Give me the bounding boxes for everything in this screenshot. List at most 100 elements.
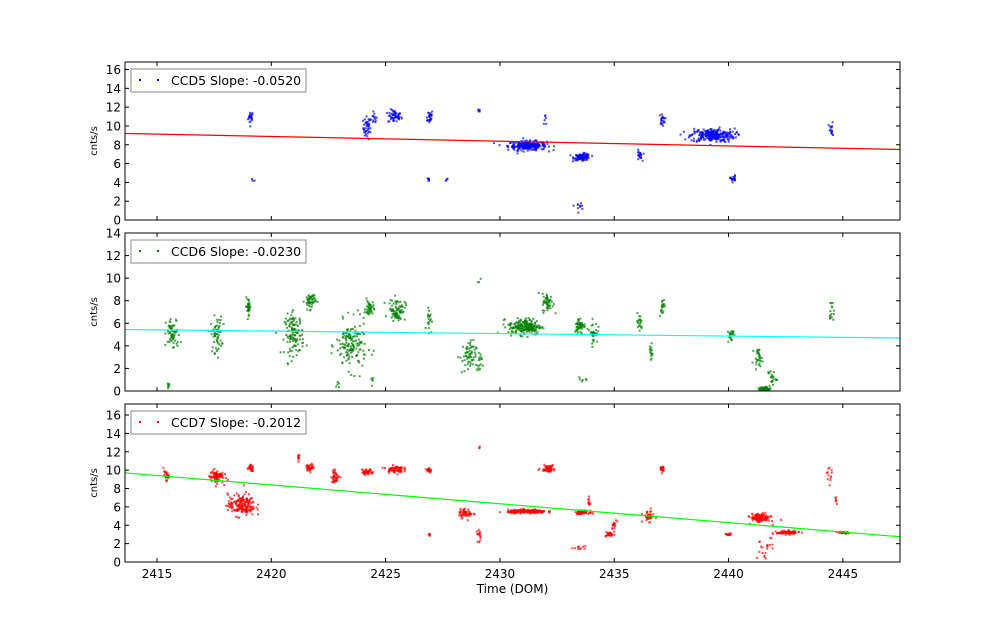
data-point bbox=[727, 140, 730, 143]
data-point bbox=[700, 133, 703, 136]
data-point bbox=[330, 344, 333, 347]
data-point bbox=[331, 476, 334, 479]
data-point bbox=[528, 322, 531, 325]
data-point bbox=[829, 476, 832, 479]
data-point bbox=[611, 526, 614, 529]
data-point bbox=[248, 466, 251, 469]
data-point bbox=[460, 371, 463, 374]
data-point bbox=[396, 307, 399, 310]
data-point bbox=[474, 353, 477, 356]
data-point bbox=[540, 511, 543, 514]
data-point bbox=[734, 136, 737, 139]
data-point bbox=[216, 470, 219, 473]
data-point bbox=[547, 306, 550, 309]
x-tick-label: 2415 bbox=[142, 567, 173, 581]
data-point bbox=[313, 300, 316, 303]
data-point bbox=[164, 343, 167, 346]
data-point bbox=[733, 333, 736, 336]
data-point bbox=[306, 463, 309, 466]
data-point bbox=[586, 327, 589, 330]
data-point bbox=[578, 510, 581, 513]
data-point bbox=[167, 332, 170, 335]
data-point bbox=[339, 343, 342, 346]
data-point bbox=[529, 148, 532, 151]
data-point bbox=[572, 156, 575, 159]
data-point bbox=[534, 145, 537, 148]
data-point bbox=[539, 511, 542, 514]
data-point bbox=[360, 340, 363, 343]
data-point bbox=[636, 311, 639, 314]
data-point bbox=[225, 476, 228, 479]
data-point bbox=[514, 324, 517, 327]
data-point bbox=[221, 475, 224, 478]
data-point bbox=[661, 469, 664, 472]
data-point bbox=[577, 320, 580, 323]
data-point bbox=[664, 305, 667, 308]
data-point bbox=[724, 132, 727, 135]
data-point bbox=[751, 512, 754, 515]
data-point bbox=[231, 510, 234, 513]
data-point bbox=[533, 510, 536, 513]
data-point bbox=[662, 304, 665, 307]
data-point bbox=[212, 471, 215, 474]
data-point bbox=[217, 347, 220, 350]
data-point bbox=[399, 311, 402, 314]
data-point bbox=[518, 327, 521, 330]
data-point bbox=[247, 307, 250, 310]
data-point bbox=[466, 362, 469, 365]
data-point bbox=[526, 149, 529, 152]
data-point bbox=[709, 138, 712, 141]
data-point bbox=[788, 531, 791, 534]
y-tick-label: 14 bbox=[106, 227, 121, 241]
data-point bbox=[248, 114, 251, 117]
data-point bbox=[251, 113, 254, 116]
data-point bbox=[310, 298, 313, 301]
data-point bbox=[767, 389, 770, 391]
data-point bbox=[638, 155, 641, 158]
data-point bbox=[395, 465, 398, 468]
data-point bbox=[212, 328, 215, 331]
data-point bbox=[214, 475, 217, 478]
data-point bbox=[521, 144, 524, 147]
data-point bbox=[171, 335, 174, 338]
data-point bbox=[693, 127, 696, 130]
data-point bbox=[237, 494, 240, 497]
data-point bbox=[766, 545, 769, 548]
data-point bbox=[252, 507, 255, 510]
data-point bbox=[296, 324, 299, 327]
data-point bbox=[367, 313, 370, 316]
data-point bbox=[365, 297, 368, 300]
data-point bbox=[257, 513, 260, 516]
y-tick-label: 12 bbox=[106, 249, 121, 263]
data-point bbox=[648, 345, 651, 348]
data-point bbox=[639, 321, 642, 324]
data-point bbox=[330, 352, 333, 355]
data-point bbox=[168, 340, 171, 343]
data-point bbox=[533, 142, 536, 145]
data-point bbox=[168, 383, 171, 386]
data-point bbox=[351, 340, 354, 343]
data-point bbox=[243, 508, 246, 511]
data-point bbox=[349, 335, 352, 338]
data-point bbox=[345, 331, 348, 334]
data-point bbox=[367, 310, 370, 313]
data-point bbox=[297, 454, 300, 457]
data-point bbox=[516, 317, 519, 320]
data-point bbox=[702, 128, 705, 131]
data-point bbox=[389, 308, 392, 311]
data-point bbox=[216, 335, 219, 338]
data-point bbox=[235, 504, 238, 507]
data-point bbox=[370, 353, 373, 356]
data-point bbox=[306, 469, 309, 472]
data-point bbox=[472, 358, 475, 361]
data-point bbox=[661, 120, 664, 123]
data-point bbox=[654, 517, 657, 520]
data-point bbox=[580, 511, 583, 514]
data-point bbox=[397, 319, 400, 322]
data-point bbox=[310, 301, 313, 304]
data-point bbox=[292, 309, 295, 312]
data-point bbox=[496, 331, 499, 334]
data-point bbox=[535, 320, 538, 323]
data-point bbox=[175, 331, 178, 334]
data-point bbox=[175, 330, 178, 333]
